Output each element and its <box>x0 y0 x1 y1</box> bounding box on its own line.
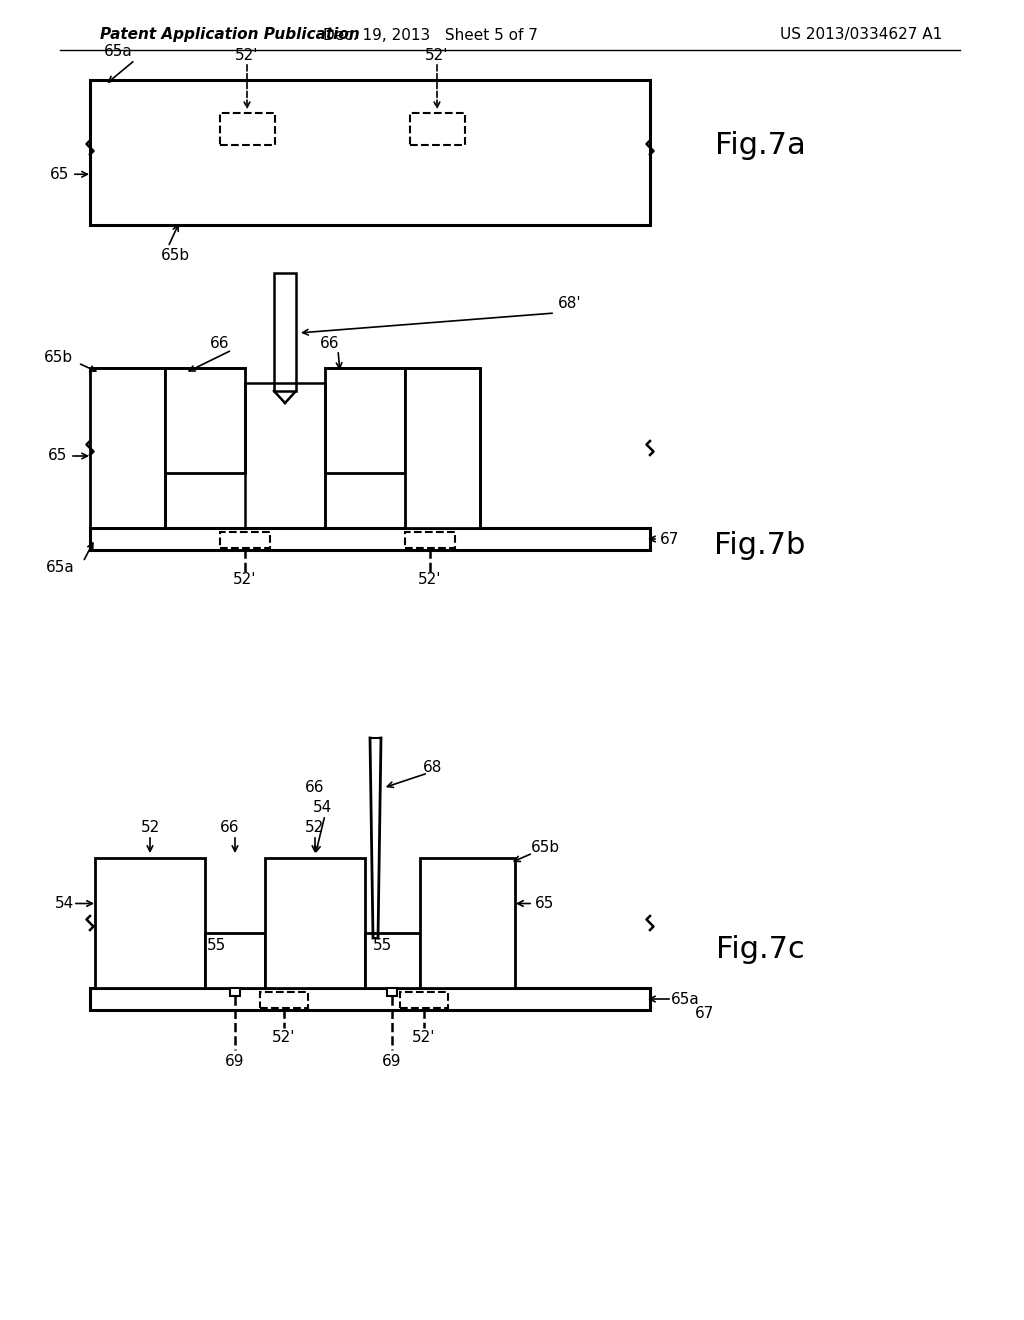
Bar <box>325 368 406 473</box>
Text: 65a: 65a <box>46 561 75 576</box>
Bar <box>95 858 205 987</box>
Text: 52': 52' <box>272 1031 296 1045</box>
Text: 55: 55 <box>373 939 391 953</box>
Text: 67: 67 <box>660 532 680 546</box>
Text: 65a: 65a <box>671 991 699 1006</box>
Bar <box>420 858 515 987</box>
Text: 69: 69 <box>225 1055 245 1069</box>
Text: 66: 66 <box>220 821 240 836</box>
Bar <box>90 528 650 550</box>
Bar <box>387 987 397 997</box>
Bar <box>230 987 240 997</box>
Text: 52': 52' <box>418 573 441 587</box>
Text: 52': 52' <box>413 1031 436 1045</box>
Bar <box>260 993 308 1008</box>
Bar <box>400 993 449 1008</box>
Bar <box>205 933 265 987</box>
Bar <box>274 273 296 391</box>
Text: Patent Application Publication: Patent Application Publication <box>100 28 359 42</box>
Text: 52': 52' <box>236 48 259 62</box>
Text: 52: 52 <box>305 821 325 836</box>
Bar <box>410 114 465 145</box>
Text: 55: 55 <box>208 939 226 953</box>
Bar <box>365 933 420 987</box>
Bar <box>220 114 275 145</box>
Text: Fig.7b: Fig.7b <box>715 531 806 560</box>
Text: 65b: 65b <box>530 841 559 855</box>
Text: 52': 52' <box>425 48 449 62</box>
Text: 66: 66 <box>210 335 229 351</box>
Text: 66: 66 <box>321 335 340 351</box>
Bar <box>220 532 270 548</box>
Text: 66: 66 <box>305 780 325 796</box>
Text: 65b: 65b <box>161 248 189 263</box>
Bar <box>90 368 165 528</box>
Text: US 2013/0334627 A1: US 2013/0334627 A1 <box>780 28 942 42</box>
Bar <box>265 858 365 987</box>
Bar <box>406 368 480 528</box>
Bar <box>90 81 650 224</box>
Text: 65: 65 <box>536 896 555 911</box>
Bar <box>90 987 650 1010</box>
Text: Dec. 19, 2013   Sheet 5 of 7: Dec. 19, 2013 Sheet 5 of 7 <box>323 28 538 42</box>
Text: 52': 52' <box>233 573 257 587</box>
Bar <box>406 532 455 548</box>
Bar <box>165 368 245 473</box>
Text: 54: 54 <box>55 896 75 911</box>
Text: 54: 54 <box>313 800 333 816</box>
Text: 65a: 65a <box>103 45 132 59</box>
Text: 65b: 65b <box>43 351 73 366</box>
Text: Fig.7a: Fig.7a <box>715 131 805 160</box>
Text: 65: 65 <box>48 449 68 463</box>
Text: 68': 68' <box>558 296 582 310</box>
Text: 52: 52 <box>140 821 160 836</box>
Text: 65: 65 <box>50 166 70 182</box>
Text: 69: 69 <box>382 1055 401 1069</box>
Text: Fig.7c: Fig.7c <box>716 936 805 965</box>
Text: 68: 68 <box>423 760 442 776</box>
Text: 67: 67 <box>695 1006 715 1022</box>
